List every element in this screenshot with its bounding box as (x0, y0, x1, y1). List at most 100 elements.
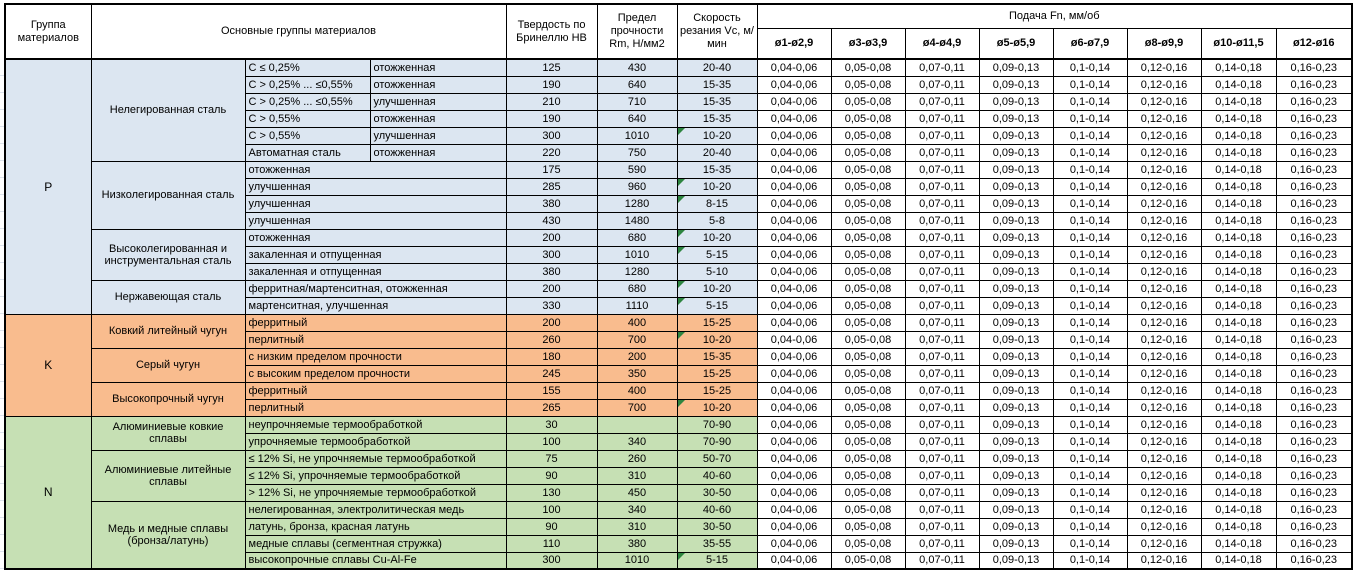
feed-value-cell: 0,07-0,11 (904, 228, 980, 247)
feed-value-cell: 0,07-0,11 (904, 364, 980, 383)
feed-value-cell: 0,05-0,08 (830, 398, 906, 417)
table-header-row-diameters: ø1-ø2,9 ø3-ø3,9 ø4-ø4,9 ø5-ø5,9 ø6-ø7,9 … (5, 27, 1353, 60)
feed-value-cell: 0,14-0,18 (1200, 432, 1277, 451)
feed-value-cell: 0,1-0,14 (1052, 551, 1128, 570)
feed-value-cell: 0,14-0,18 (1200, 534, 1277, 553)
hardness-cell: 265 (505, 398, 598, 417)
material-detail-cell: ≤ 12% Si, упрочняемые термообработкой (244, 466, 507, 485)
material-detail-cell: ≤ 12% Si, не упрочняемые термообработкой (244, 449, 507, 468)
cutting-speed-cell: 10-20 (676, 177, 758, 196)
strength-cell: 200 (596, 347, 678, 366)
cutting-speed-cell: 15-35 (676, 347, 758, 366)
feed-value-cell: 0,12-0,16 (1126, 75, 1202, 94)
feed-value-cell: 0,1-0,14 (1052, 245, 1128, 264)
hardness-cell: 200 (505, 279, 598, 298)
feed-value-cell: 0,1-0,14 (1052, 466, 1128, 485)
feed-value-cell: 0,07-0,11 (904, 126, 980, 145)
feed-value-cell: 0,12-0,16 (1126, 109, 1202, 128)
hardness-cell: 285 (505, 177, 598, 196)
feed-value-cell: 0,04-0,06 (756, 330, 832, 349)
comment-indicator-icon (678, 332, 685, 339)
feed-value-cell: 0,07-0,11 (904, 279, 980, 298)
strength-cell: 350 (596, 364, 678, 383)
table-row: улучшенная 380 1280 8-15 0,04-0,06 0,05-0,08 0… (5, 194, 1353, 213)
feed-value-cell: 0,16-0,23 (1275, 262, 1353, 281)
feed-value-cell: 0,16-0,23 (1275, 466, 1353, 485)
feed-value-cell: 0,12-0,16 (1126, 262, 1202, 281)
header-tensile-strength: Предел прочности Rm, Н/мм2 (596, 3, 678, 60)
feed-value-cell: 0,09-0,13 (978, 483, 1054, 502)
feed-value-cell: 0,09-0,13 (978, 313, 1054, 332)
feed-value-cell: 0,1-0,14 (1052, 211, 1128, 230)
feed-value-cell: 0,14-0,18 (1200, 194, 1277, 213)
feed-value-cell: 0,07-0,11 (904, 381, 980, 400)
feed-value-cell: 0,12-0,16 (1126, 415, 1202, 434)
material-detail-cell: с низким пределом прочности (244, 347, 507, 366)
table-row: Алюминиевые литейные сплавы ≤ 12% Si, не … (5, 449, 1353, 502)
feed-value-cell: 0,04-0,06 (756, 551, 832, 570)
feed-value-cell: 0,05-0,08 (830, 432, 906, 451)
material-subgroup-cell: Высоколегированная и инструментальная ст… (90, 228, 246, 281)
feed-value-cell: 0,07-0,11 (904, 466, 980, 485)
feed-value-cell: 0,12-0,16 (1126, 432, 1202, 451)
material-detail-cell: перлитный (244, 398, 507, 417)
hardness-cell: 100 (505, 432, 598, 451)
feed-value-cell: 0,12-0,16 (1126, 466, 1202, 485)
table-row: > 12% Si, не упрочняемые термообработкой… (5, 483, 1353, 502)
feed-value-cell: 0,09-0,13 (978, 245, 1054, 264)
feed-value-cell: 0,09-0,13 (978, 517, 1054, 536)
material-detail-cell: нелегированная, электролитическая медь (244, 500, 507, 519)
feed-value-cell: 0,05-0,08 (830, 296, 906, 315)
table-row: N Алюминиевые ковкие сплавы неупрочняемые … (4, 415, 1353, 570)
material-subgroup-cell: Алюминиевые литейные сплавы (90, 449, 246, 502)
feed-value-cell: 0,12-0,16 (1126, 500, 1202, 519)
header-feed-d2: ø3-ø3,9 (830, 27, 906, 60)
strength-cell: 1110 (596, 296, 678, 315)
header-main-material-groups: Основные группы материалов (90, 3, 507, 60)
header-feed-d8: ø12-ø16 (1275, 27, 1353, 60)
hardness-cell: 190 (505, 75, 598, 94)
feed-value-cell: 0,04-0,06 (756, 228, 832, 247)
hardness-cell: 175 (505, 160, 598, 179)
material-spec-cell: C > 0,55% (244, 109, 371, 128)
feed-value-cell: 0,04-0,06 (756, 143, 832, 162)
feed-value-cell: 0,04-0,06 (756, 194, 832, 213)
feed-value-cell: 0,05-0,08 (830, 143, 906, 162)
feed-value-cell: 0,16-0,23 (1275, 398, 1353, 417)
hardness-cell: 155 (505, 381, 598, 400)
feed-value-cell: 0,04-0,06 (756, 347, 832, 366)
feed-value-cell: 0,09-0,13 (978, 364, 1054, 383)
feed-value-cell: 0,14-0,18 (1200, 517, 1277, 536)
feed-value-cell: 0,14-0,18 (1200, 92, 1277, 111)
cutting-speed-cell: 5-8 (676, 211, 758, 230)
feed-value-cell: 0,14-0,18 (1200, 228, 1277, 247)
feed-value-cell: 0,05-0,08 (830, 194, 906, 213)
cutting-speed-cell: 15-35 (676, 75, 758, 94)
material-subgroup-cell: Серый чугун (90, 347, 246, 383)
feed-value-cell: 0,1-0,14 (1052, 449, 1128, 468)
feed-value-cell: 0,05-0,08 (830, 313, 906, 332)
material-detail-cell: ферритный (244, 381, 507, 400)
feed-value-cell: 0,16-0,23 (1275, 160, 1353, 179)
feed-value-cell: 0,12-0,16 (1126, 58, 1202, 77)
feed-value-cell: 0,14-0,18 (1200, 279, 1277, 298)
feed-value-cell: 0,1-0,14 (1052, 262, 1128, 281)
feed-value-cell: 0,14-0,18 (1200, 75, 1277, 94)
feed-value-cell: 0,04-0,06 (756, 211, 832, 230)
feed-value-cell: 0,14-0,18 (1200, 211, 1277, 230)
feed-value-cell: 0,14-0,18 (1200, 551, 1277, 570)
feed-value-cell: 0,12-0,16 (1126, 177, 1202, 196)
feed-value-cell: 0,14-0,18 (1200, 483, 1277, 502)
feed-value-cell: 0,07-0,11 (904, 109, 980, 128)
hardness-cell: 200 (505, 313, 598, 332)
feed-value-cell: 0,04-0,06 (756, 483, 832, 502)
hardness-cell: 90 (505, 517, 598, 536)
feed-value-cell: 0,07-0,11 (904, 347, 980, 366)
feed-value-cell: 0,12-0,16 (1126, 160, 1202, 179)
hardness-cell: 220 (505, 143, 598, 162)
feed-value-cell: 0,14-0,18 (1200, 398, 1277, 417)
feed-value-cell: 0,14-0,18 (1200, 330, 1277, 349)
feed-value-cell: 0,05-0,08 (830, 347, 906, 366)
material-subgroup-cell: Высокопрочный чугун (90, 381, 246, 417)
